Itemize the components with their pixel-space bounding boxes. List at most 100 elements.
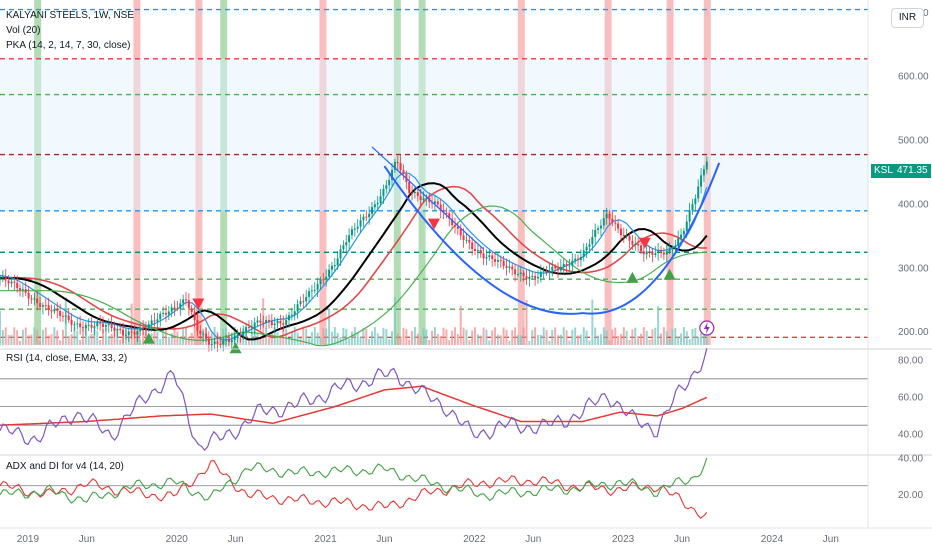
candle-body (102, 323, 105, 327)
adx-legend[interactable]: ADX and DI for v4 (14, 20) (6, 461, 124, 472)
volume-bar (425, 329, 428, 345)
candle-body (84, 324, 87, 329)
volume-bar (199, 338, 202, 345)
candle-body (213, 341, 216, 345)
volume-bar (402, 327, 405, 345)
candle-body (631, 240, 634, 245)
candle-body (265, 319, 268, 323)
volume-bar (551, 329, 554, 345)
candle-body (599, 225, 602, 229)
volume-bar (419, 336, 422, 345)
candle-body (677, 238, 680, 246)
volume-bar (508, 340, 511, 345)
cup-arc (371, 146, 721, 315)
buy-signal-icon (626, 271, 639, 283)
pka-legend[interactable]: PKA (14, 2, 14, 7, 30, close) (6, 40, 131, 51)
candle-body (288, 315, 291, 321)
volume-bar (657, 306, 660, 345)
candle-body (273, 323, 276, 326)
currency-button[interactable]: INR (891, 8, 924, 28)
volume-bar (562, 327, 565, 345)
candle-body (445, 213, 448, 215)
volume-bar (408, 339, 411, 345)
candle-body (136, 331, 139, 335)
candle-body (614, 222, 617, 224)
candle-body (359, 220, 362, 227)
volume-bar (365, 328, 368, 345)
volume-bar (153, 327, 156, 345)
candle-body (227, 339, 230, 343)
candle-body (694, 198, 697, 205)
volume-legend[interactable]: Vol (20) (6, 25, 41, 36)
volume-bar (293, 327, 296, 345)
volume-bar (436, 333, 439, 345)
candle-body (476, 249, 479, 251)
volume-bar (619, 334, 622, 345)
volume-bar (61, 329, 64, 345)
candle-body (425, 198, 428, 200)
candle-body (210, 344, 213, 346)
volume-bar (496, 334, 499, 345)
volume-bar (104, 327, 107, 345)
candle-body (548, 270, 551, 273)
volume-bar (282, 328, 285, 345)
candle-body (299, 301, 302, 305)
candle-body (413, 192, 416, 194)
candle-body (628, 235, 631, 241)
trend-line (371, 146, 485, 250)
candle-body (522, 272, 525, 277)
volume-bar (637, 336, 640, 345)
candle-body (150, 320, 153, 325)
candle-body (207, 338, 210, 345)
candle-body (70, 319, 73, 325)
candle-body (90, 324, 93, 328)
price-tick-label: 200.00 (898, 327, 929, 338)
volume-bar (368, 339, 371, 345)
volume-bar (671, 329, 674, 345)
volume-bar (625, 330, 628, 345)
volume-bar (56, 330, 59, 345)
candle-body (588, 244, 591, 247)
volume-bar (534, 327, 537, 345)
candle-body (451, 218, 454, 226)
volume-bar (442, 327, 445, 345)
candle-body (462, 235, 465, 240)
candle-body (348, 235, 351, 243)
volume-bar (373, 327, 376, 345)
candle-body (133, 332, 136, 335)
candle-body (396, 161, 399, 164)
candle-body (182, 299, 185, 304)
candle-body (559, 266, 562, 271)
candle-body (579, 256, 582, 261)
volume-bar (608, 340, 611, 345)
candle-body (408, 182, 411, 193)
candle-body (233, 335, 236, 341)
candle-body (325, 276, 328, 280)
volume-bar (116, 330, 119, 345)
symbol-legend[interactable]: KALYANI STEELS, 1W, NSE (6, 10, 135, 21)
candle-body (247, 326, 250, 328)
candle-body (144, 328, 147, 330)
candle-body (680, 234, 683, 239)
candle-body (27, 292, 30, 299)
candle-body (565, 264, 568, 267)
candle-body (436, 201, 439, 205)
candle-body (116, 328, 119, 331)
volume-bar (519, 335, 522, 345)
volume-bar (574, 327, 577, 345)
candle-body (187, 299, 190, 309)
volume-bar (665, 331, 668, 345)
time-tick-label: 2020 (166, 534, 189, 545)
volume-bar (10, 334, 13, 345)
candle-body (562, 264, 565, 267)
rsi-legend[interactable]: RSI (14, close, EMA, 33, 2) (6, 353, 128, 364)
volume-bar (554, 327, 557, 345)
time-tick-label: Jun (674, 534, 690, 545)
rsi-line (0, 348, 708, 452)
volume-bar (296, 332, 299, 345)
candle-body (164, 312, 167, 315)
candle-body (439, 204, 442, 212)
candle-body (385, 185, 388, 189)
